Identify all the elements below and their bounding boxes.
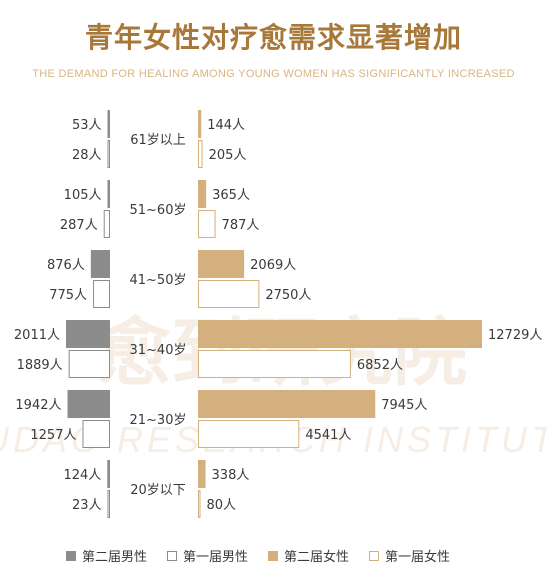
bar-female-second [198,320,482,348]
category-label: 41~50岁 [130,273,187,288]
bar-male-second [107,110,110,138]
bar-female-second [198,390,376,418]
data-label-female-second: 144人 [207,118,245,133]
data-label-male-second: 124人 [63,468,101,483]
bar-male-first [93,280,110,308]
data-label-male-second: 876人 [47,258,85,273]
bar-female-first [198,490,201,518]
butterfly-bar-chart: 愈到研究院 YUDAO RESEARCH INSTITUTE 53人28人144… [0,110,547,518]
bar-male-second [107,180,110,208]
bar-male-first [82,420,111,448]
bar-male-second [66,320,110,348]
data-label-female-first: 787人 [222,218,260,233]
legend-item-male-first: 第一届男性 [167,546,248,565]
data-label-male-second: 2011人 [14,328,60,343]
data-label-male-first: 775人 [49,288,87,303]
bar-male-first [107,490,110,518]
legend-label-male-first: 第一届男性 [183,550,249,565]
bar-male-first [68,350,110,378]
data-label-male-second: 1942人 [15,398,61,413]
bar-female-first [198,420,300,448]
bar-female-first [198,140,203,168]
bar-female-second [198,250,245,278]
legend-item-male-second: 第二届男性 [66,546,147,565]
data-label-male-second: 105人 [64,188,102,203]
data-label-male-first: 287人 [60,218,98,233]
chart-title: 青年女性对疗愈需求显著增加 [84,21,462,54]
legend-item-female-second: 第二届女性 [268,546,349,565]
data-label-female-first: 2750人 [265,288,311,303]
legend-swatch-male-first [167,550,178,561]
data-label-male-first: 23人 [72,498,102,513]
legend-label-female-second: 第二届女性 [284,550,350,565]
category-label: 61岁以上 [130,133,186,148]
data-label-female-second: 365人 [212,188,250,203]
bar-female-second [198,460,206,488]
legend-swatch-male-second [66,550,76,561]
bar-male-second [67,390,110,418]
category-label: 21~30岁 [130,413,187,428]
data-label-female-second: 12729人 [488,328,542,343]
chart-legend: 第二届男性 第一届男性 第二届女性 第一届女性 [66,546,470,565]
data-label-female-first: 4541人 [305,428,351,443]
chart-subtitle: THE DEMAND FOR HEALING AMONG YOUNG WOMEN… [32,68,515,80]
bar-female-second [198,110,202,138]
bar-male-second [107,460,110,488]
bar-female-first [198,210,216,238]
data-label-female-second: 2069人 [250,258,296,273]
data-label-male-first: 28人 [72,148,102,163]
data-label-male-first: 1889人 [17,358,63,373]
category-label: 31~40岁 [130,343,187,358]
data-label-female-second: 7945人 [381,398,427,413]
bar-female-first [198,280,260,308]
legend-swatch-female-second [268,550,279,561]
category-label: 51~60岁 [130,203,187,218]
legend-item-female-first: 第一届女性 [369,546,450,565]
data-label-male-second: 53人 [72,118,102,133]
bar-male-first [107,140,110,168]
category-label: 20岁以下 [130,483,186,498]
data-label-female-second: 338人 [212,468,250,483]
data-label-female-first: 80人 [207,498,237,513]
bar-male-first [103,210,110,238]
data-label-female-first: 205人 [209,148,247,163]
bar-female-second [198,180,207,208]
data-label-female-first: 6852人 [357,358,403,373]
bar-female-first [198,350,351,378]
legend-label-female-first: 第一届女性 [385,550,451,565]
bar-male-second [90,250,110,278]
legend-label-male-second: 第二届男性 [82,550,148,565]
legend-swatch-female-first [369,550,380,561]
data-label-male-first: 1257人 [30,428,76,443]
